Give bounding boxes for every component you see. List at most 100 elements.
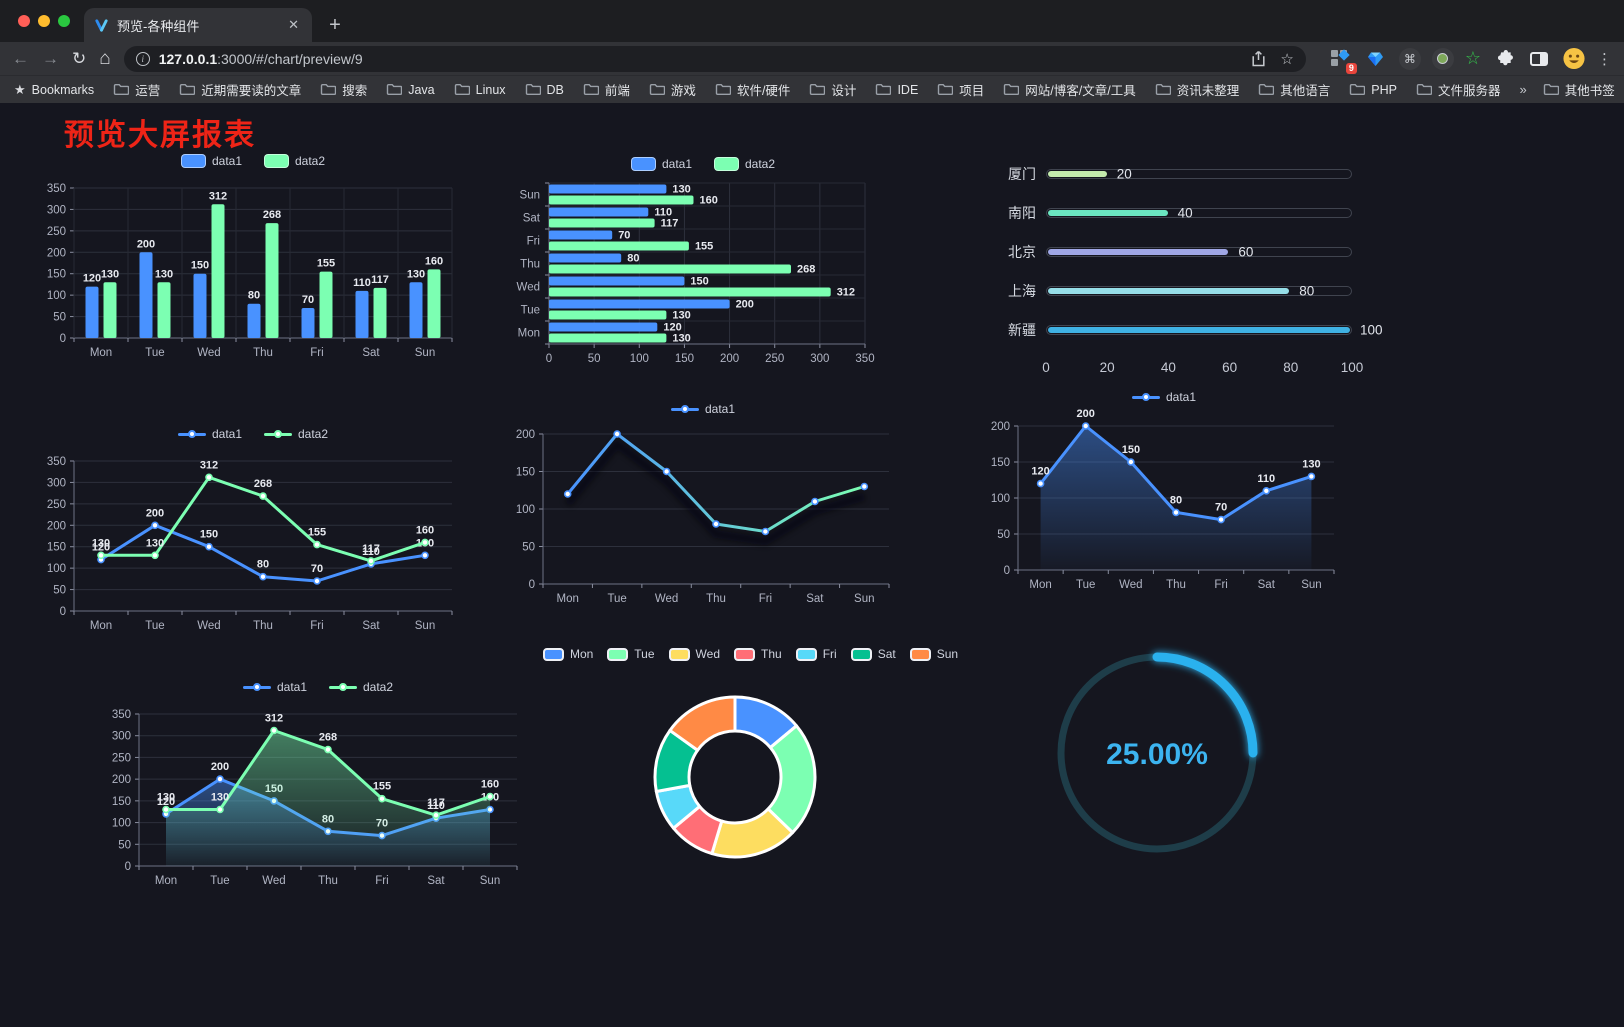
svg-text:Tue: Tue	[145, 347, 164, 359]
progress-axis: 0 20 40 60 80 100	[1042, 360, 1364, 375]
bookmark-folder[interactable]: Linux	[454, 83, 506, 97]
gem-extension-icon[interactable]	[1364, 47, 1388, 71]
legend-item-data2[interactable]: data2	[329, 680, 393, 694]
svg-text:150: 150	[1122, 444, 1140, 456]
svg-text:Fri: Fri	[375, 875, 388, 887]
svg-text:25.00%: 25.00%	[1106, 738, 1208, 771]
svg-text:Sat: Sat	[427, 875, 445, 887]
legend-item-data2[interactable]: data2	[264, 154, 325, 168]
bookmark-folder[interactable]: PHP	[1349, 83, 1397, 97]
close-window-button[interactable]	[18, 15, 30, 27]
bookmark-folder[interactable]: 游戏	[649, 80, 696, 99]
svg-text:Wed: Wed	[197, 620, 220, 632]
svg-text:120: 120	[92, 542, 110, 554]
svg-text:Sun: Sun	[415, 347, 435, 359]
progress-label: 上海	[1008, 283, 1036, 299]
bookmark-bookmarks[interactable]: ★ Bookmarks	[14, 81, 95, 97]
bookmark-folder[interactable]: 网站/博客/文章/工具	[1003, 80, 1136, 99]
bookmark-star-icon[interactable]: ☆	[1280, 50, 1294, 68]
command-extension-icon[interactable]: ⌘	[1398, 47, 1421, 70]
svg-text:130: 130	[157, 792, 175, 804]
progress-track: 40	[1046, 206, 1352, 221]
svg-text:Sun: Sun	[1301, 579, 1321, 591]
svg-text:160: 160	[699, 195, 717, 207]
svg-text:300: 300	[47, 204, 66, 216]
folder-icon	[525, 83, 541, 96]
bookmark-folder[interactable]: 软件/硬件	[715, 80, 790, 99]
reload-icon[interactable]: ↻	[72, 49, 87, 68]
svg-text:200: 200	[720, 353, 739, 365]
svg-text:110: 110	[427, 800, 445, 812]
folder-icon	[1349, 83, 1366, 96]
svg-text:150: 150	[690, 276, 708, 288]
svg-text:200: 200	[112, 774, 131, 786]
series-data1: 120 200 150 80 70 110 130	[1031, 408, 1321, 524]
new-tab-button[interactable]: +	[329, 13, 341, 36]
share-icon[interactable]	[1251, 50, 1266, 67]
site-info-icon[interactable]: i	[135, 51, 150, 66]
legend-item-data2[interactable]: data2	[264, 427, 328, 441]
star-extension-icon[interactable]: ☆	[1464, 48, 1481, 68]
legend-item-Sun[interactable]: Sun	[909, 647, 958, 661]
progress-row: 新疆 100	[1002, 314, 1383, 346]
profile-avatar[interactable]	[1562, 47, 1586, 71]
side-panel-icon[interactable]	[1527, 47, 1551, 71]
bookmark-folder[interactable]: IDE	[875, 83, 918, 97]
svg-text:155: 155	[317, 258, 335, 270]
bookmark-folder[interactable]: 搜索	[320, 80, 367, 99]
legend-item-data1[interactable]: data1	[177, 427, 242, 441]
bookmark-folder[interactable]: 其他语言	[1258, 80, 1330, 99]
legend-item-data1[interactable]: data1	[670, 402, 735, 416]
legend-item-data1[interactable]: data1	[1131, 390, 1196, 404]
minimize-window-button[interactable]	[38, 15, 50, 27]
legend-item-data1[interactable]: data1	[180, 154, 242, 168]
svg-text:0: 0	[125, 861, 131, 873]
page-content: 预览大屏报表 data1 data2 0 50 100 150 200 250 300 350 Mo…	[0, 103, 1624, 1027]
window-controls	[18, 15, 70, 27]
progress-track: 100	[1046, 323, 1383, 338]
folder-icon	[937, 83, 954, 96]
back-icon[interactable]: ←	[12, 49, 29, 68]
other-bookmarks[interactable]: 其他书签	[1543, 80, 1615, 99]
svg-text:Sat: Sat	[523, 213, 541, 225]
recorder-extension-icon[interactable]	[1431, 47, 1454, 70]
svg-text:117: 117	[661, 218, 679, 230]
svg-text:130: 130	[155, 268, 173, 280]
address-bar[interactable]: i 127.0.0.1:3000/#/chart/preview/9 ☆	[123, 45, 1306, 72]
progress-value: 20	[1116, 166, 1132, 182]
svg-text:Mon: Mon	[1029, 579, 1051, 591]
tab-close-icon[interactable]: ✕	[288, 17, 299, 32]
legend-item-Fri[interactable]: Fri	[795, 647, 837, 661]
tab-manager-extension-icon[interactable]: 9	[1329, 47, 1357, 74]
bookmarks-overflow-chevron[interactable]: »	[1519, 82, 1527, 97]
bookmark-folder[interactable]: 运营	[113, 80, 160, 99]
bookmark-folder[interactable]: Java	[386, 83, 435, 97]
browser-tab[interactable]: 预览-各种组件 ✕	[84, 8, 312, 42]
extensions-puzzle-icon[interactable]	[1492, 47, 1516, 71]
legend-item-data2[interactable]: data2	[714, 157, 775, 171]
maximize-window-button[interactable]	[58, 15, 70, 27]
legend-item-Wed[interactable]: Wed	[668, 647, 720, 661]
legend-item-data1[interactable]: data1	[242, 680, 307, 694]
svg-text:0: 0	[60, 606, 66, 618]
legend-item-data1[interactable]: data1	[630, 157, 692, 171]
legend-item-Mon[interactable]: Mon	[542, 647, 593, 661]
forward-icon[interactable]: →	[42, 49, 59, 68]
svg-text:150: 150	[991, 457, 1010, 469]
legend-item-Thu[interactable]: Thu	[734, 647, 782, 661]
svg-text:Thu: Thu	[253, 347, 273, 359]
bookmark-folder[interactable]: DB	[525, 83, 564, 97]
svg-text:80: 80	[627, 253, 639, 265]
bookmark-folder[interactable]: 前端	[583, 80, 630, 99]
svg-text:117: 117	[427, 797, 445, 809]
bookmark-folder[interactable]: 设计	[809, 80, 856, 99]
legend-item-Tue[interactable]: Tue	[607, 647, 655, 661]
home-icon[interactable]: ⌂	[99, 48, 111, 69]
bookmark-folder[interactable]: 项目	[937, 80, 984, 99]
legend-item-Sat[interactable]: Sat	[850, 647, 896, 661]
bookmark-folder[interactable]: 近期需要读的文章	[179, 80, 301, 99]
menu-kebab-icon[interactable]: ⋮	[1597, 50, 1612, 68]
bookmark-folder[interactable]: 资讯未整理	[1155, 80, 1239, 99]
svg-text:130: 130	[92, 537, 110, 549]
bookmark-folder[interactable]: 文件服务器	[1416, 80, 1500, 99]
